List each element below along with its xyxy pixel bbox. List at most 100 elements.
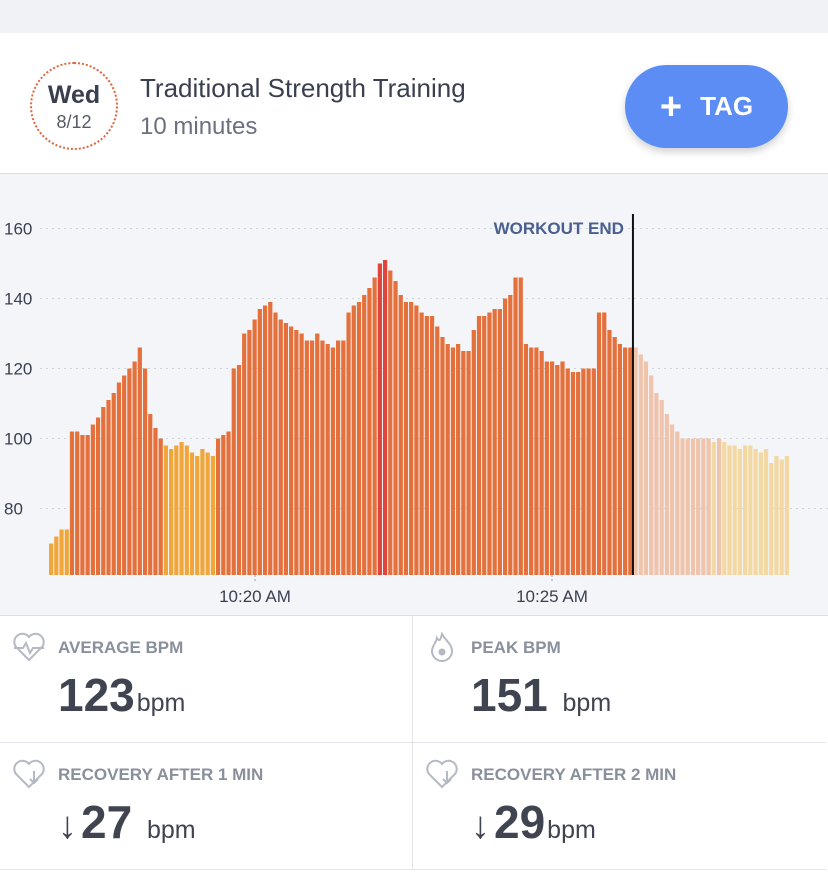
heart-rate-bar bbox=[283, 323, 289, 575]
heart-rate-chart: 80 100 120 140 160 WORKOUT END 10:20 AM 10:25 A… bbox=[0, 174, 828, 616]
post-workout-bar bbox=[701, 438, 706, 575]
heart-rate-bar bbox=[294, 330, 299, 575]
heart-rate-bar bbox=[356, 302, 362, 575]
heart-rate-bar bbox=[628, 347, 633, 575]
heart-rate-bar bbox=[278, 319, 283, 575]
heart-rate-bar bbox=[393, 281, 398, 575]
heart-rate-bar bbox=[137, 347, 142, 575]
y-tick-label: 140 bbox=[4, 290, 32, 309]
heart-rate-bar bbox=[523, 344, 529, 575]
stat-peak-bpm: PEAK BPM 151 bpm bbox=[413, 616, 826, 743]
post-workout-bar bbox=[779, 459, 784, 575]
heart-rate-bar bbox=[388, 270, 393, 575]
post-workout-bar bbox=[727, 445, 732, 575]
heart-rate-bar bbox=[508, 295, 513, 575]
heart-rate-bar bbox=[252, 319, 257, 575]
heart-rate-bar bbox=[429, 316, 435, 575]
heart-rate-bar bbox=[529, 347, 534, 575]
heart-rate-bar bbox=[309, 340, 315, 575]
workout-end-label: WORKOUT END bbox=[494, 219, 624, 238]
heart-rate-bar bbox=[231, 368, 236, 575]
heart-rate-bar bbox=[210, 456, 215, 575]
post-workout-bar bbox=[763, 449, 769, 575]
heart-rate-bar bbox=[127, 368, 132, 575]
post-workout-bar bbox=[748, 445, 753, 575]
stat-label: AVERAGE BPM bbox=[58, 638, 184, 657]
heart-rate-bar bbox=[95, 417, 101, 575]
post-workout-bar bbox=[633, 347, 638, 575]
down-arrow-icon: ↓ bbox=[58, 805, 77, 847]
heart-rate-bar bbox=[226, 431, 231, 575]
heart-rate-bar bbox=[450, 347, 456, 575]
chart-svg: 80 100 120 140 160 WORKOUT END 10:20 AM 10:25 A… bbox=[4, 214, 828, 606]
x-tick-label: 10:25 AM bbox=[516, 587, 588, 606]
y-tick-label: 100 bbox=[4, 430, 32, 449]
heart-rate-bar bbox=[382, 260, 388, 575]
heart-rate-bar bbox=[565, 368, 570, 575]
heart-rate-bar bbox=[341, 340, 346, 575]
heart-rate-bar bbox=[570, 372, 576, 575]
heart-rate-bar bbox=[320, 340, 325, 575]
heart-rate-bar bbox=[591, 368, 596, 575]
heart-rate-bar bbox=[195, 456, 200, 575]
heart-rate-bar bbox=[132, 361, 137, 575]
date-badge: Wed 8/12 bbox=[30, 62, 118, 150]
post-workout-bar bbox=[638, 354, 643, 575]
heart-rate-bar bbox=[445, 344, 450, 575]
heart-rate-bar bbox=[242, 333, 247, 575]
heart-rate-bar bbox=[492, 309, 497, 575]
heart-rate-bar bbox=[262, 305, 268, 575]
heart-rate-bar bbox=[461, 351, 466, 575]
heart-rate-bar bbox=[304, 340, 309, 575]
heart-rate-bar bbox=[612, 337, 617, 575]
heart-rate-bar bbox=[482, 316, 487, 575]
stat-label: RECOVERY AFTER 2 MIN bbox=[471, 765, 677, 784]
post-workout-bar bbox=[649, 375, 654, 575]
heart-rate-bar bbox=[247, 330, 252, 575]
heart-rate-bar bbox=[273, 312, 278, 575]
heart-rate-bar bbox=[518, 277, 523, 575]
y-tick-label: 80 bbox=[4, 500, 23, 519]
heart-rate-bar bbox=[169, 449, 174, 575]
heart-rate-bar bbox=[435, 326, 440, 575]
heart-rate-bar bbox=[236, 365, 242, 575]
heart-rate-bar bbox=[257, 309, 262, 575]
heart-rate-bar bbox=[49, 543, 54, 575]
add-tag-button[interactable]: + TAG bbox=[625, 65, 788, 148]
heart-rate-bar bbox=[85, 435, 90, 575]
stat-unit: bpm bbox=[146, 816, 196, 844]
workout-title: Traditional Strength Training bbox=[140, 73, 466, 103]
heart-rate-bar bbox=[586, 368, 591, 575]
heart-rate-bar bbox=[362, 295, 367, 575]
post-workout-bar bbox=[669, 424, 675, 575]
heart-rate-bar bbox=[122, 375, 127, 575]
stat-average-bpm: AVERAGE BPM 123bpm bbox=[0, 616, 413, 743]
heart-rate-bar bbox=[403, 302, 409, 575]
heart-rate-bar bbox=[54, 536, 59, 575]
tag-label: TAG bbox=[700, 91, 754, 121]
heart-rate-bar bbox=[64, 529, 69, 575]
y-tick-label: 120 bbox=[4, 360, 32, 379]
heart-rate-bar bbox=[456, 344, 461, 575]
stat-unit: bpm bbox=[136, 689, 186, 717]
heart-rate-bar bbox=[174, 445, 179, 575]
heart-rate-bar bbox=[513, 277, 518, 575]
heart-rate-bar bbox=[101, 407, 106, 575]
heart-rate-bar bbox=[539, 351, 544, 575]
post-workout-bar bbox=[716, 438, 722, 575]
heart-rate-bar bbox=[179, 442, 184, 575]
heart-rate-bar bbox=[440, 337, 445, 575]
heart-rate-bar bbox=[414, 305, 419, 575]
heart-rate-bar bbox=[576, 372, 581, 575]
heart-down-icon bbox=[13, 759, 45, 789]
heart-rate-bar bbox=[200, 449, 205, 575]
post-workout-bar bbox=[654, 393, 659, 575]
heart-rate-bar bbox=[59, 529, 64, 575]
post-workout-bar bbox=[675, 431, 680, 575]
plus-icon: + bbox=[659, 85, 683, 128]
heart-rate-bar bbox=[336, 340, 341, 575]
post-workout-bar bbox=[758, 452, 763, 575]
day-of-week: Wed bbox=[47, 81, 101, 109]
heart-rate-bar bbox=[351, 305, 356, 575]
top-band bbox=[0, 0, 828, 33]
